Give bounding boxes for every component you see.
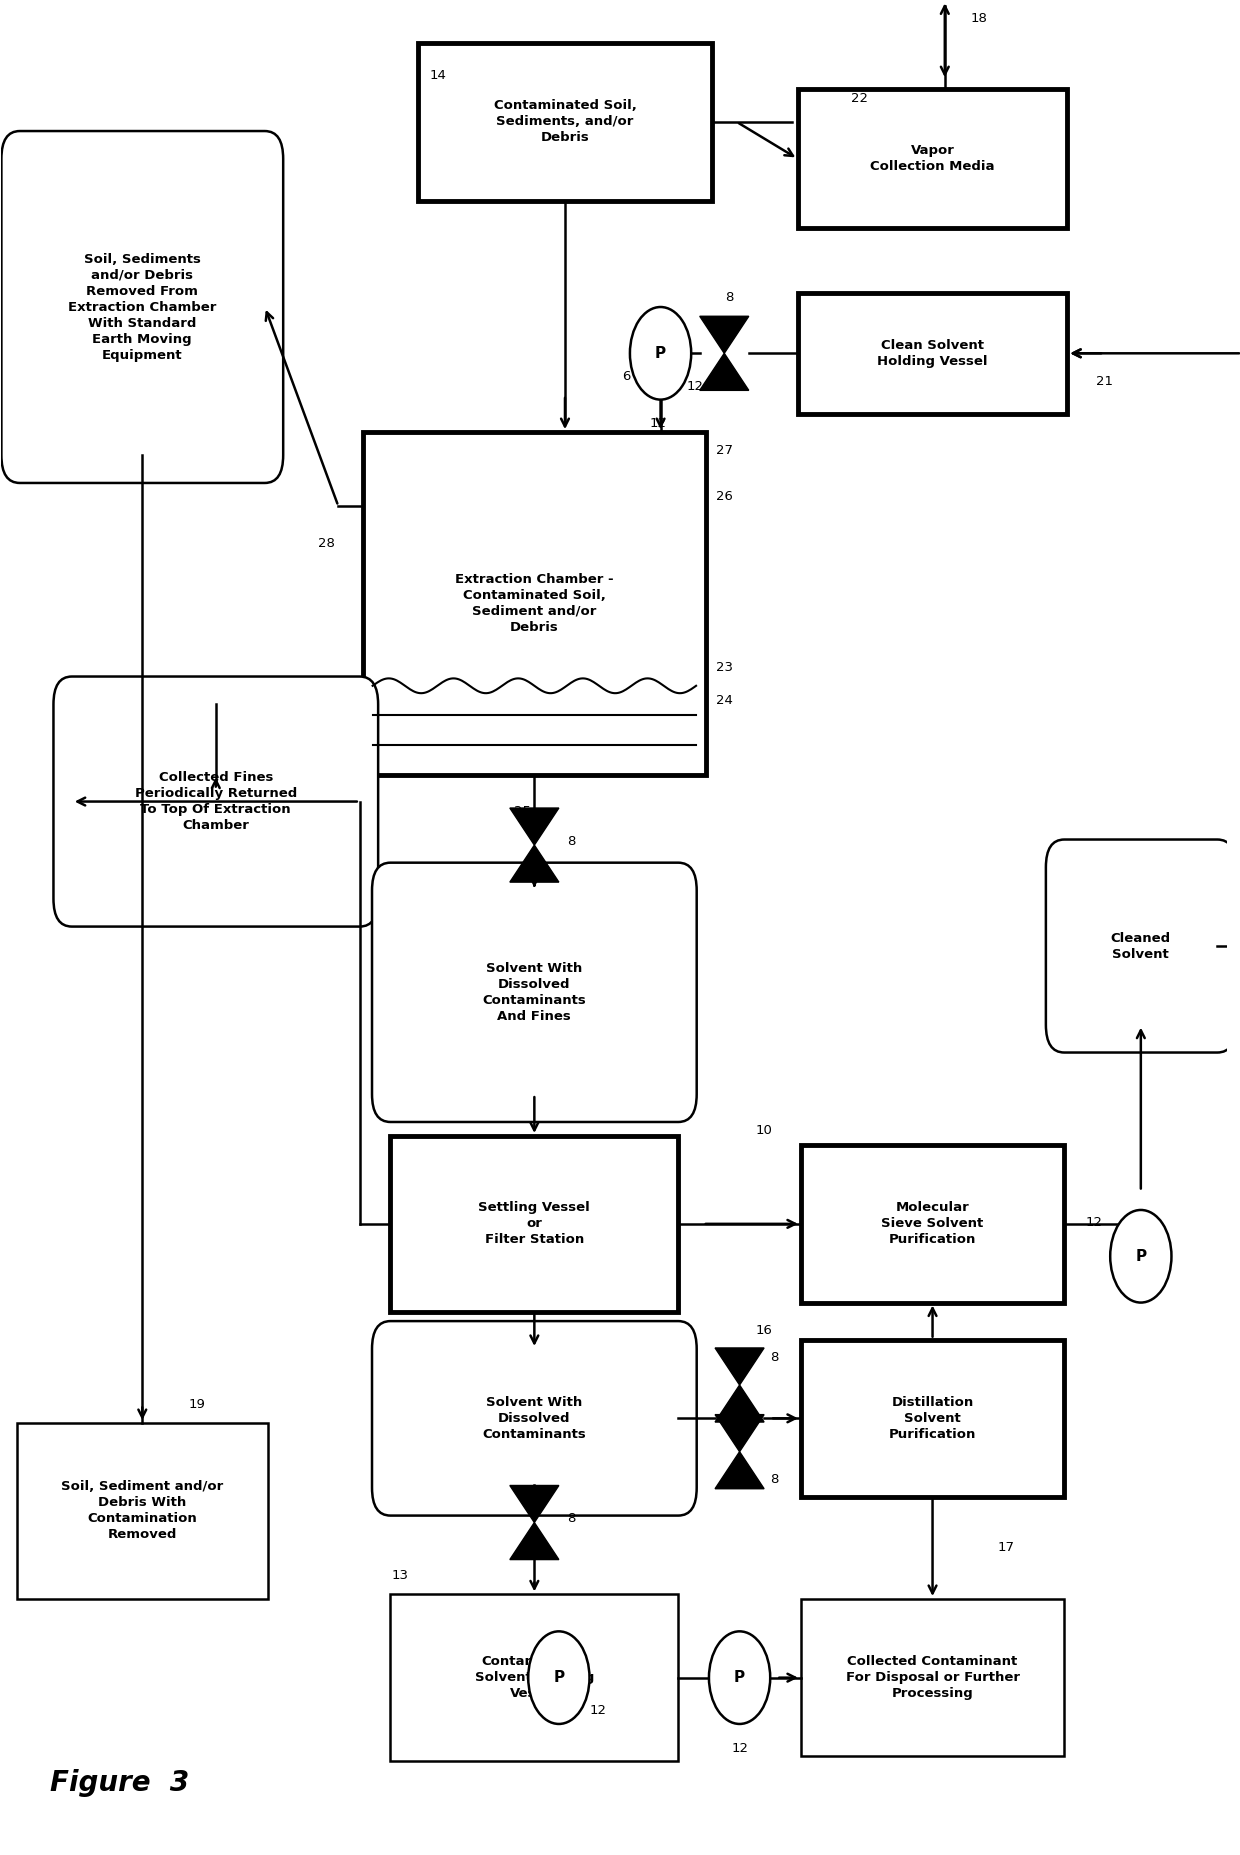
Text: 26: 26 — [715, 490, 733, 503]
Polygon shape — [510, 809, 559, 846]
Text: 23: 23 — [715, 660, 733, 673]
Bar — [801, 1145, 1064, 1302]
Text: Contaminated
Solvent Holding
Vessel: Contaminated Solvent Holding Vessel — [475, 1655, 594, 1701]
Text: 12: 12 — [732, 1742, 748, 1755]
Text: Cleaned
Solvent: Cleaned Solvent — [1111, 931, 1171, 961]
FancyBboxPatch shape — [372, 1321, 697, 1516]
Text: 25: 25 — [513, 805, 531, 818]
FancyBboxPatch shape — [372, 863, 697, 1122]
Text: 10: 10 — [755, 1124, 773, 1137]
Text: Soil, Sediment and/or
Debris With
Contamination
Removed: Soil, Sediment and/or Debris With Contam… — [61, 1480, 223, 1542]
Text: 21: 21 — [1096, 375, 1112, 388]
FancyBboxPatch shape — [1, 132, 283, 482]
Text: 6: 6 — [622, 369, 630, 382]
Text: 12: 12 — [650, 417, 667, 430]
Bar — [797, 89, 1068, 228]
Bar — [363, 432, 706, 775]
Circle shape — [709, 1631, 770, 1723]
Polygon shape — [510, 846, 559, 883]
Text: 28: 28 — [317, 536, 335, 549]
Polygon shape — [510, 1523, 559, 1560]
Bar — [801, 1339, 1064, 1497]
Text: Solvent With
Dissolved
Contaminants
And Fines: Solvent With Dissolved Contaminants And … — [482, 963, 587, 1022]
Polygon shape — [510, 1486, 559, 1523]
Text: 19: 19 — [188, 1399, 206, 1412]
Text: Soil, Sediments
and/or Debris
Removed From
Extraction Chamber
With Standard
Eart: Soil, Sediments and/or Debris Removed Fr… — [68, 252, 217, 362]
Bar — [418, 43, 712, 200]
FancyBboxPatch shape — [1045, 840, 1236, 1052]
Text: 8: 8 — [770, 1473, 777, 1486]
Text: 14: 14 — [429, 69, 446, 82]
Polygon shape — [699, 315, 749, 352]
Text: 17: 17 — [997, 1542, 1014, 1554]
Text: P: P — [553, 1670, 564, 1684]
Text: 8: 8 — [567, 835, 575, 848]
Bar — [797, 293, 1068, 414]
Bar — [391, 1135, 678, 1311]
Text: 27: 27 — [715, 443, 733, 456]
Text: 12: 12 — [687, 380, 703, 393]
Text: 8: 8 — [725, 291, 733, 304]
Text: P: P — [655, 345, 666, 362]
Text: Extraction Chamber -
Contaminated Soil,
Sediment and/or
Debris: Extraction Chamber - Contaminated Soil, … — [455, 573, 614, 634]
Polygon shape — [715, 1415, 764, 1452]
Polygon shape — [715, 1452, 764, 1490]
Text: Contaminated Soil,
Sediments, and/or
Debris: Contaminated Soil, Sediments, and/or Deb… — [494, 100, 636, 145]
Text: 18: 18 — [971, 13, 987, 26]
Text: 16: 16 — [755, 1324, 773, 1337]
Text: 8: 8 — [770, 1350, 777, 1363]
Text: Vapor
Collection Media: Vapor Collection Media — [870, 145, 994, 173]
Polygon shape — [715, 1386, 764, 1423]
Polygon shape — [699, 352, 749, 390]
Polygon shape — [715, 1349, 764, 1386]
Text: P: P — [734, 1670, 745, 1684]
Text: 24: 24 — [715, 694, 733, 707]
Text: 13: 13 — [392, 1569, 409, 1582]
Bar — [391, 1593, 678, 1760]
Text: P: P — [1136, 1248, 1147, 1263]
Text: Solvent With
Dissolved
Contaminants: Solvent With Dissolved Contaminants — [482, 1395, 587, 1441]
Text: Distillation
Solvent
Purification: Distillation Solvent Purification — [889, 1395, 976, 1441]
Bar — [16, 1423, 268, 1599]
Text: Clean Solvent
Holding Vessel: Clean Solvent Holding Vessel — [877, 339, 988, 367]
Text: 12: 12 — [589, 1705, 606, 1718]
Text: Settling Vessel
or
Filter Station: Settling Vessel or Filter Station — [479, 1202, 590, 1247]
Bar — [801, 1599, 1064, 1757]
Text: Figure  3: Figure 3 — [51, 1770, 190, 1797]
Text: 12: 12 — [1086, 1217, 1102, 1230]
Text: Collected Contaminant
For Disposal or Further
Processing: Collected Contaminant For Disposal or Fu… — [846, 1655, 1019, 1701]
Text: 22: 22 — [851, 93, 868, 106]
Circle shape — [630, 308, 691, 399]
Circle shape — [1110, 1209, 1172, 1302]
Text: 8: 8 — [567, 1512, 575, 1525]
Text: Collected Fines
Periodically Returned
To Top Of Extraction
Chamber: Collected Fines Periodically Returned To… — [135, 772, 296, 833]
FancyBboxPatch shape — [53, 677, 378, 928]
Circle shape — [528, 1631, 589, 1723]
Text: Molecular
Sieve Solvent
Purification: Molecular Sieve Solvent Purification — [882, 1202, 983, 1247]
